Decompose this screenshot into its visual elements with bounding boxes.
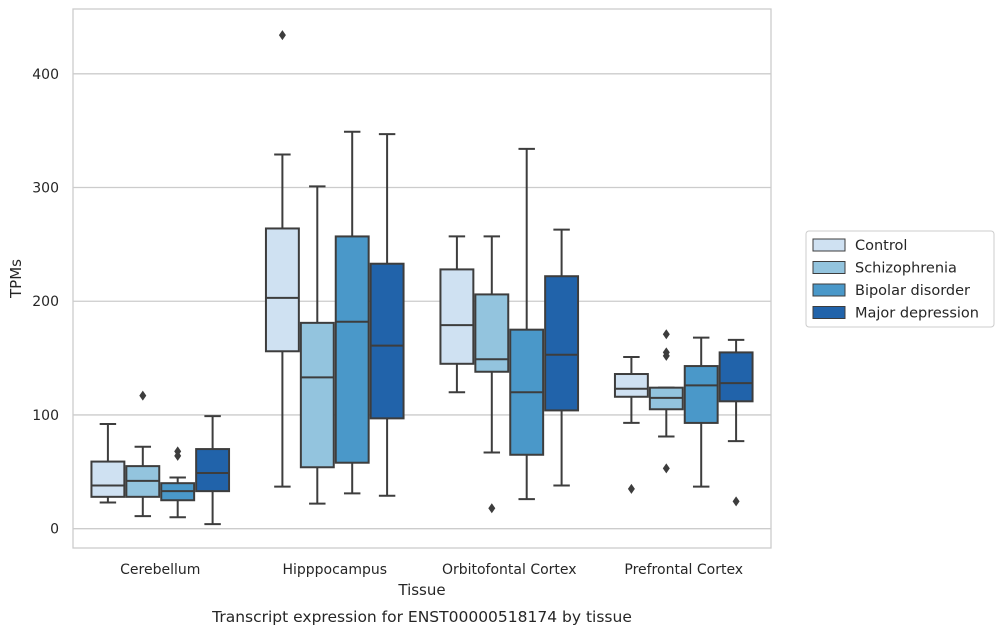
x-tick-label-0: Cerebellum (120, 562, 200, 578)
legend-label-1: Schizophrenia (855, 261, 957, 277)
plot-area (72, 8, 772, 549)
box-1-1 (299, 185, 335, 505)
box-iqr (683, 365, 719, 424)
x-axis-title: Tissue (397, 581, 445, 599)
box-2-2 (509, 147, 545, 501)
box-1-3 (648, 329, 684, 474)
legend-swatch-0 (812, 238, 846, 252)
legend-swatch-2 (812, 283, 846, 297)
y-tick-label-100: 100 (32, 408, 59, 424)
box-2-1 (334, 130, 370, 495)
gridlines (73, 73, 771, 530)
box-iqr (334, 235, 370, 464)
outlier-0 (627, 483, 635, 494)
legend-swatch-3 (812, 306, 846, 319)
box-0-0 (90, 423, 126, 504)
box-3-1 (369, 133, 405, 497)
box-iqr (195, 448, 231, 493)
box-1-0 (125, 390, 161, 518)
outlier-0 (139, 390, 147, 401)
outlier-0 (732, 496, 740, 507)
box-iqr (90, 460, 126, 498)
box-2-3 (683, 336, 719, 488)
box-iqr (299, 321, 335, 469)
legend-label-0: Control (855, 238, 907, 254)
box-iqr (264, 227, 300, 353)
outlier-0 (662, 329, 670, 340)
y-tick-label-200: 200 (32, 294, 59, 310)
box-3-3 (718, 338, 754, 507)
box-iqr (544, 275, 580, 412)
box-1-2 (474, 235, 510, 514)
boxes (90, 30, 754, 526)
outlier-3 (662, 463, 670, 474)
x-tick-labels: Cerebellum Hipppocampus Orbitofontal Corte… (120, 562, 743, 578)
outlier-0 (278, 30, 286, 41)
y-tick-label-300: 300 (32, 181, 59, 197)
y-tick-labels: 0 100 200 300 400 (32, 67, 59, 538)
box-3-0 (195, 415, 231, 526)
box-iqr (718, 351, 754, 403)
box-0-1 (264, 30, 300, 488)
legend-frame (805, 230, 995, 328)
outlier-0 (488, 503, 496, 514)
y-tick-label-400: 400 (32, 67, 59, 83)
legend: Control Schizophrenia Bipolar disorder Majo… (805, 230, 995, 328)
x-tick-label-2: Orbitofontal Cortex (442, 562, 577, 578)
box-2-0 (160, 446, 196, 519)
legend-label-3: Major depression (855, 306, 979, 322)
x-tick-label-3: Prefrontal Cortex (624, 562, 743, 578)
box-iqr (369, 262, 405, 420)
box-0-3 (613, 355, 649, 494)
y-tick-label-0: 0 (50, 522, 59, 538)
chart-caption: Transcript expression for ENST0000051817… (211, 608, 632, 626)
box-3-2 (544, 228, 580, 487)
x-tick-label-1: Hipppocampus (282, 562, 387, 578)
outlier-2 (662, 350, 670, 361)
outlier-1 (174, 450, 182, 461)
y-axis-title: TPMs (7, 259, 25, 299)
box-0-2 (439, 235, 475, 394)
box-iqr (439, 268, 475, 365)
box-iqr (613, 373, 649, 398)
legend-label-2: Bipolar disorder (855, 283, 970, 299)
legend-swatch-1 (812, 261, 846, 274)
